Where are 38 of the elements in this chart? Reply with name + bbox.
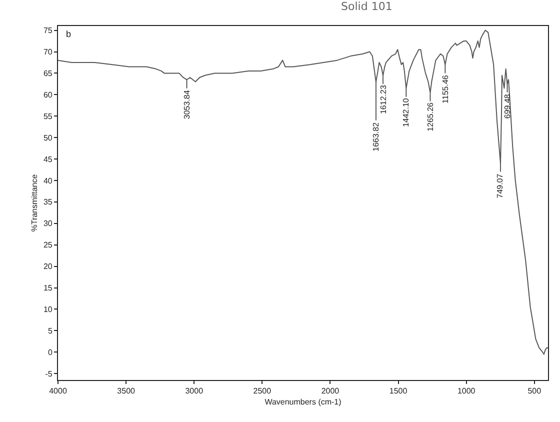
annotation: 1442.10 [401, 98, 410, 128]
annotation: 1612.23 [378, 84, 388, 114]
annotation: 3053.84 [182, 90, 192, 120]
y-tick-label: 20 [43, 262, 53, 272]
x-tick-label: 2000 [321, 386, 340, 396]
x-tick-label: 1500 [389, 386, 408, 396]
x-tick-label: 2500 [253, 386, 272, 396]
chart-title: Solid 101 [341, 0, 392, 13]
y-tick-label: 25 [43, 240, 53, 250]
annotation: 1155.46 [440, 74, 450, 104]
line-series [58, 30, 548, 355]
y-tick-label: 70 [43, 48, 53, 57]
x-tick-label: 3000 [185, 386, 204, 396]
annotation: 1265.26 [426, 102, 436, 132]
y-axis-title: %Transmittance [30, 174, 40, 232]
y-tick-label: 55 [43, 112, 53, 121]
x-tick-label: 4000 [49, 386, 68, 396]
y-tick-label: 5 [48, 326, 53, 336]
y-tick-label: 75 [43, 26, 53, 36]
y-tick-label: 50 [43, 133, 53, 142]
annotation: 699.48 [502, 94, 512, 119]
x-axis-title: Wavenumbers (cm-1) [264, 398, 342, 407]
y-tick-label: 10 [43, 305, 53, 314]
y-tick-label: 40 [43, 176, 53, 186]
y-tick-label: 45 [43, 154, 53, 164]
x-tick-label: 1000 [457, 386, 476, 396]
y-tick-label: 65 [43, 69, 53, 78]
y-tick-label: 0 [48, 348, 53, 357]
y-tick-label: 15 [43, 284, 53, 293]
x-tick-label: 500 [528, 386, 542, 396]
annotation: 749.07 [496, 173, 505, 198]
y-tick-label: 60 [43, 90, 53, 100]
y-tick-label: -5 [45, 369, 53, 378]
y-tick-label: 35 [43, 198, 53, 207]
x-tick-label: 3500 [117, 386, 136, 396]
annotation: b [66, 29, 72, 39]
annotation: 1663.82 [372, 122, 381, 152]
y-tick-label: 30 [43, 219, 53, 228]
